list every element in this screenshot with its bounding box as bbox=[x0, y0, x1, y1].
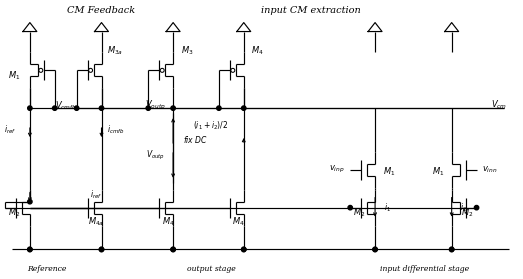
Text: $M_4$: $M_4$ bbox=[232, 215, 245, 228]
Text: $i_2$: $i_2$ bbox=[460, 201, 467, 214]
Circle shape bbox=[28, 247, 32, 252]
Circle shape bbox=[28, 106, 32, 110]
Circle shape bbox=[348, 205, 353, 210]
Text: $fix\ DC$: $fix\ DC$ bbox=[183, 134, 208, 145]
Text: $i_{ref}$: $i_{ref}$ bbox=[4, 124, 16, 136]
Text: $V_{outp}$: $V_{outp}$ bbox=[145, 98, 166, 112]
Text: $M_2$: $M_2$ bbox=[461, 206, 474, 219]
Text: CM Feedback: CM Feedback bbox=[67, 6, 135, 15]
Text: $(i_1+i_2)/2$: $(i_1+i_2)/2$ bbox=[194, 120, 229, 132]
Circle shape bbox=[449, 247, 454, 252]
Text: $M_2$: $M_2$ bbox=[353, 206, 366, 219]
Text: $M_1$: $M_1$ bbox=[8, 69, 20, 81]
Text: input differential stage: input differential stage bbox=[380, 265, 469, 273]
Circle shape bbox=[28, 247, 32, 252]
Text: $V_{cmfb}$: $V_{cmfb}$ bbox=[54, 100, 77, 112]
Circle shape bbox=[74, 106, 79, 110]
Circle shape bbox=[99, 247, 104, 252]
Text: $i_1$: $i_1$ bbox=[383, 201, 391, 214]
Text: output stage: output stage bbox=[187, 265, 235, 273]
Circle shape bbox=[217, 106, 221, 110]
Text: $i_{ref}$: $i_{ref}$ bbox=[90, 189, 103, 201]
Circle shape bbox=[242, 247, 246, 252]
Text: Reference: Reference bbox=[27, 265, 66, 273]
Circle shape bbox=[52, 106, 57, 110]
Circle shape bbox=[242, 106, 246, 110]
Circle shape bbox=[146, 106, 151, 110]
Circle shape bbox=[171, 247, 175, 252]
Text: $M_3$: $M_3$ bbox=[181, 44, 194, 57]
Circle shape bbox=[242, 247, 246, 252]
Text: $M_4$: $M_4$ bbox=[252, 44, 264, 57]
Text: $M_1$: $M_1$ bbox=[431, 166, 444, 178]
Circle shape bbox=[171, 106, 175, 110]
Text: $M_4$: $M_4$ bbox=[162, 215, 175, 228]
Text: $v_{inp}$: $v_{inp}$ bbox=[329, 164, 345, 175]
Text: $i_{cmfb}$: $i_{cmfb}$ bbox=[107, 124, 124, 136]
Circle shape bbox=[99, 247, 104, 252]
Text: $V_{cm}$: $V_{cm}$ bbox=[491, 99, 507, 111]
Text: $M_{4a}$: $M_{4a}$ bbox=[88, 215, 105, 228]
Text: $V_{outp}$: $V_{outp}$ bbox=[146, 149, 165, 162]
Circle shape bbox=[449, 247, 454, 252]
Circle shape bbox=[474, 205, 479, 210]
Text: $M_1$: $M_1$ bbox=[383, 166, 395, 178]
Circle shape bbox=[373, 247, 377, 252]
Circle shape bbox=[373, 247, 377, 252]
Text: $M_{3a}$: $M_{3a}$ bbox=[107, 44, 123, 57]
Text: input CM extraction: input CM extraction bbox=[260, 6, 360, 15]
Circle shape bbox=[99, 106, 104, 110]
Circle shape bbox=[28, 199, 32, 204]
Text: $M_2$: $M_2$ bbox=[8, 206, 20, 219]
Circle shape bbox=[171, 247, 175, 252]
Text: $v_{inn}$: $v_{inn}$ bbox=[482, 165, 497, 175]
